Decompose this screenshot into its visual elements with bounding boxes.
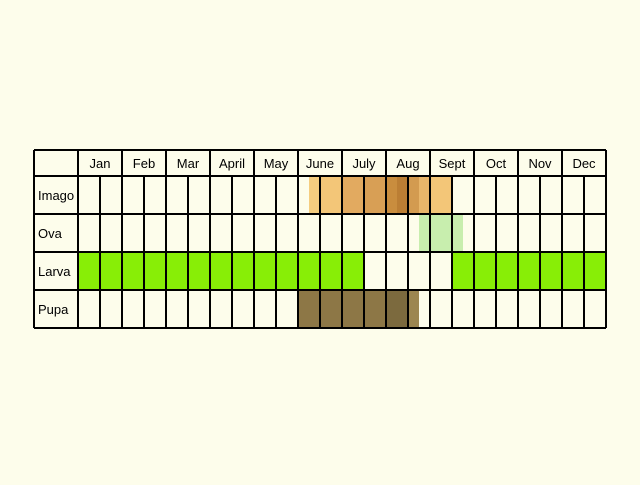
span-imago-5 — [397, 176, 408, 214]
span-imago-3 — [364, 176, 386, 214]
month-label-sept: Sept — [439, 156, 466, 171]
stage-label-ova: Ova — [38, 226, 63, 241]
stage-label-larva: Larva — [38, 264, 71, 279]
month-label-aug: Aug — [396, 156, 419, 171]
span-imago-6 — [408, 176, 419, 214]
month-label-jan: Jan — [90, 156, 111, 171]
span-imago-8 — [430, 176, 452, 214]
span-larva-1 — [452, 252, 606, 290]
month-label-may: May — [264, 156, 289, 171]
span-imago-2 — [342, 176, 364, 214]
month-label-nov: Nov — [528, 156, 552, 171]
span-imago-7 — [419, 176, 430, 214]
span-imago-4 — [386, 176, 397, 214]
month-label-july: July — [352, 156, 376, 171]
month-label-dec: Dec — [572, 156, 596, 171]
span-larva-0 — [78, 252, 364, 290]
span-pupa-2 — [408, 290, 419, 328]
month-label-june: June — [306, 156, 334, 171]
month-label-mar: Mar — [177, 156, 200, 171]
month-label-oct: Oct — [486, 156, 507, 171]
span-imago-1 — [320, 176, 342, 214]
month-label-april: April — [219, 156, 245, 171]
month-label-feb: Feb — [133, 156, 155, 171]
span-pupa-1 — [386, 290, 408, 328]
stage-label-pupa: Pupa — [38, 302, 69, 317]
stage-label-imago: Imago — [38, 188, 74, 203]
span-ova-0 — [419, 214, 463, 252]
span-imago-0 — [309, 176, 320, 214]
